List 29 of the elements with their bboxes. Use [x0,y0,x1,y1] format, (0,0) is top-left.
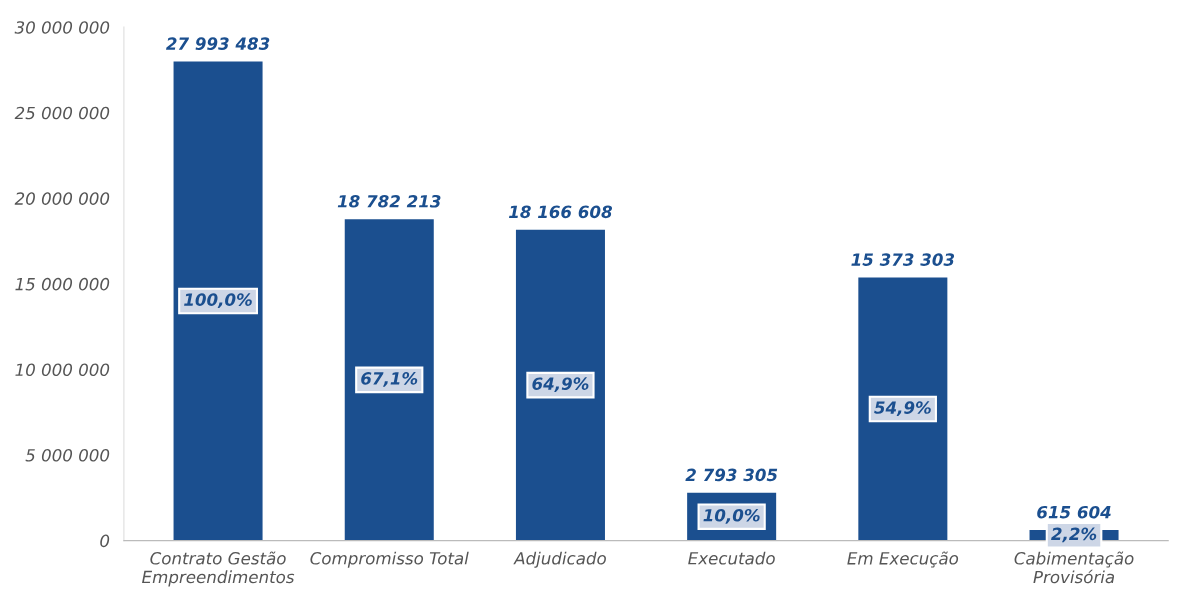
y-tick-label: 5 000 000 [25,448,110,462]
annotation: 2,2% [1051,527,1097,543]
x-tick-label: Cabimentação Provisória [1014,551,1134,584]
y-tick-label: 20 000 000 [14,192,110,205]
data-label: 2 793 305 [685,468,778,482]
data-label: 15 373 303 [851,253,955,266]
data-label: 18 166 608 [508,205,613,219]
data-label: 27 993 483 [166,37,270,50]
x-tick-label: Compromisso Total [310,551,469,568]
data-label: 18 782 213 [337,194,441,208]
bar [173,61,263,541]
x-tick-label: Contrato Gestão Empreendimentos [142,551,295,587]
bar [344,219,434,541]
bar [515,229,605,541]
annotation: 67,1% [361,372,418,387]
x-tick-label: Executado [688,551,775,565]
data-label: 615 604 [1037,505,1111,519]
x-tick-label: Em Execução [847,551,959,568]
annotation: 54,9% [874,401,931,416]
y-tick-label: 30 000 000 [14,21,110,34]
y-tick-label: 25 000 000 [14,106,110,120]
annotation: 64,9% [532,377,589,393]
x-tick-label: Adjudicado [513,551,606,568]
annotation: 10,0% [703,508,760,524]
y-tick-label: 15 000 000 [15,277,110,291]
y-tick-label: 0 [100,534,110,548]
bar [858,277,948,541]
y-tick-label: 10 000 000 [15,363,110,377]
annotation: 100,0% [184,293,252,309]
